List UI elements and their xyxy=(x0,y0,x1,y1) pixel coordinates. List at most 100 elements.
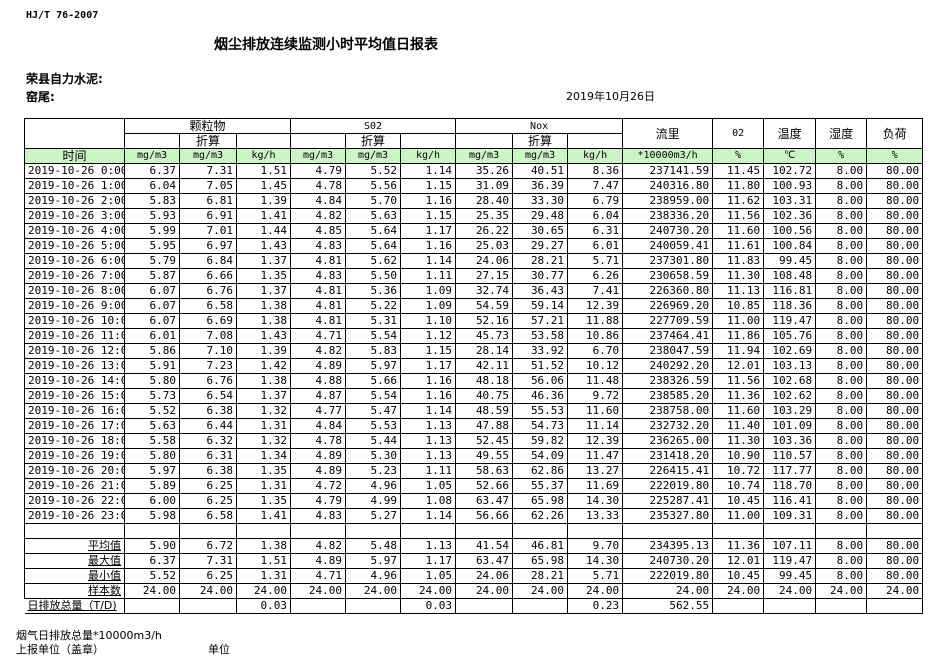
value-cell: 1.08 xyxy=(400,493,457,509)
table-row: 2019-10-26 1:00 6.04 7.05 1.45 4.78 5.56 1.15 3… xyxy=(24,178,924,194)
value-cell: 1.14 xyxy=(400,403,457,419)
value-cell: 28.40 xyxy=(455,193,514,209)
value-cell: 5.87 xyxy=(124,268,180,284)
value-cell: 11.83 xyxy=(712,253,765,269)
value-cell: 8.00 xyxy=(815,388,868,404)
value-cell: 80.00 xyxy=(866,208,924,224)
value-cell: 1.31 xyxy=(235,478,292,494)
value-cell: 237464.41 xyxy=(622,328,714,344)
empty-cell xyxy=(455,523,514,539)
empty-cell xyxy=(235,523,292,539)
value-cell: 5.90 xyxy=(124,538,180,554)
unit-label: 单位 xyxy=(208,643,230,656)
value-cell: 99.45 xyxy=(763,568,817,584)
time-cell: 2019-10-26 5:00 xyxy=(24,238,125,254)
value-cell: 52.66 xyxy=(455,478,514,494)
value-cell: 6.58 xyxy=(179,298,237,314)
header-so2: S02 xyxy=(290,118,457,134)
value-cell: 24.00 xyxy=(567,583,624,599)
value-cell: 240316.80 xyxy=(622,178,714,194)
value-cell: 1.16 xyxy=(400,238,457,254)
value-cell: 5.47 xyxy=(345,403,402,419)
empty-cell xyxy=(345,523,402,539)
value-cell: 48.18 xyxy=(455,373,514,389)
value-cell: 1.15 xyxy=(400,208,457,224)
unit-cell: kg/h xyxy=(400,148,457,164)
value-cell: 232732.20 xyxy=(622,418,714,434)
value-cell: 6.38 xyxy=(179,403,237,419)
value-cell: 238326.59 xyxy=(622,373,714,389)
value-cell: 6.66 xyxy=(179,268,237,284)
value-cell: 4.81 xyxy=(290,253,347,269)
value-cell: 118.70 xyxy=(763,478,817,494)
value-cell: 11.61 xyxy=(712,238,765,254)
value-cell: 101.09 xyxy=(763,418,817,434)
value-cell: 5.30 xyxy=(345,448,402,464)
value-cell: 80.00 xyxy=(866,463,924,479)
value-cell: 1.09 xyxy=(400,283,457,299)
value-cell: 1.17 xyxy=(400,553,457,569)
value-cell: 4.84 xyxy=(290,418,347,434)
value-cell: 226415.41 xyxy=(622,463,714,479)
value-cell: 5.53 xyxy=(345,418,402,434)
value-cell: 116.41 xyxy=(763,493,817,509)
value-cell xyxy=(290,598,347,614)
value-cell: 80.00 xyxy=(866,253,924,269)
value-cell: 55.37 xyxy=(512,478,569,494)
value-cell: 4.84 xyxy=(290,193,347,209)
time-cell: 2019-10-26 10:00 xyxy=(24,313,125,329)
value-cell: 4.79 xyxy=(290,493,347,509)
value-cell: 100.56 xyxy=(763,223,817,239)
value-cell: 24.00 xyxy=(622,583,714,599)
value-cell: 10.45 xyxy=(712,568,765,584)
value-cell: 11.36 xyxy=(712,538,765,554)
value-cell: 4.88 xyxy=(290,373,347,389)
time-cell: 2019-10-26 7:00 xyxy=(24,268,125,284)
value-cell: 4.81 xyxy=(290,298,347,314)
value-cell: 6.70 xyxy=(567,343,624,359)
value-cell: 6.91 xyxy=(179,208,237,224)
value-cell: 30.65 xyxy=(512,223,569,239)
table-row: 2019-10-26 21:00 5.89 6.25 1.31 4.72 4.96 1.05… xyxy=(24,478,924,494)
value-cell xyxy=(815,598,868,614)
value-cell: 1.43 xyxy=(235,238,292,254)
value-cell: 8.00 xyxy=(815,433,868,449)
unit-cell: mg/m3 xyxy=(290,148,347,164)
value-cell: 1.38 xyxy=(235,298,292,314)
value-cell: 5.63 xyxy=(345,208,402,224)
value-cell: 8.00 xyxy=(815,418,868,434)
value-cell: 13.27 xyxy=(567,463,624,479)
value-cell: 237141.59 xyxy=(622,163,714,179)
value-cell: 8.00 xyxy=(815,343,868,359)
value-cell: 1.31 xyxy=(235,568,292,584)
value-cell: 0.23 xyxy=(567,598,624,614)
header-humidity: 湿度 xyxy=(815,118,868,149)
header-blank xyxy=(567,133,624,149)
value-cell: 58.63 xyxy=(455,463,514,479)
value-cell: 27.15 xyxy=(455,268,514,284)
value-cell: 11.94 xyxy=(712,343,765,359)
value-cell: 4.89 xyxy=(290,358,347,374)
value-cell: 1.16 xyxy=(400,373,457,389)
value-cell: 1.05 xyxy=(400,478,457,494)
value-cell: 57.21 xyxy=(512,313,569,329)
value-cell: 46.81 xyxy=(512,538,569,554)
value-cell: 5.36 xyxy=(345,283,402,299)
empty-cell xyxy=(400,523,457,539)
value-cell: 103.13 xyxy=(763,358,817,374)
value-cell: 12.39 xyxy=(567,298,624,314)
stats-row: 平均值 5.90 6.72 1.38 4.82 5.48 1.13 41.54 46.81 9.7… xyxy=(24,538,924,554)
empty-cell xyxy=(815,523,868,539)
value-cell: 65.98 xyxy=(512,553,569,569)
header-blank xyxy=(290,133,347,149)
value-cell: 8.00 xyxy=(815,463,868,479)
value-cell: 11.62 xyxy=(712,193,765,209)
value-cell: 6.07 xyxy=(124,298,180,314)
value-cell: 8.00 xyxy=(815,328,868,344)
value-cell: 227709.59 xyxy=(622,313,714,329)
time-cell: 2019-10-26 4:00 xyxy=(24,223,125,239)
value-cell: 14.30 xyxy=(567,553,624,569)
header-nox: Nox xyxy=(455,118,624,134)
value-cell: 5.91 xyxy=(124,358,180,374)
value-cell: 54.09 xyxy=(512,448,569,464)
